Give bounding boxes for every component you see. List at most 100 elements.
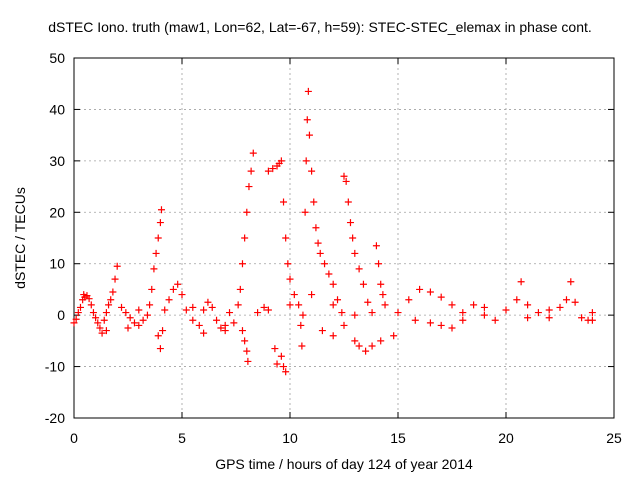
- data-point: [102, 309, 110, 317]
- data-point: [480, 303, 488, 311]
- x-tick-label: 0: [70, 430, 78, 446]
- data-point: [329, 332, 337, 340]
- data-point: [157, 206, 165, 214]
- data-point: [351, 337, 359, 345]
- data-point: [286, 301, 294, 309]
- data-point: [124, 324, 132, 332]
- data-point: [226, 309, 234, 317]
- data-point: [178, 291, 186, 299]
- data-point: [277, 352, 285, 360]
- data-point: [72, 315, 80, 323]
- axis-ticks: 0 5 10 15 20 25 -20 -10 0 10 20 30 40 50: [45, 50, 622, 446]
- data-point: [372, 242, 380, 250]
- data-point: [310, 198, 318, 206]
- data-point: [394, 309, 402, 317]
- data-point: [308, 291, 316, 299]
- data-point: [556, 303, 564, 311]
- data-point: [351, 311, 359, 319]
- data-point: [290, 291, 298, 299]
- data-point: [249, 149, 257, 157]
- data-point: [156, 219, 164, 227]
- data-point: [135, 321, 143, 329]
- data-point: [146, 301, 154, 309]
- data-point: [375, 260, 383, 268]
- data-point: [243, 347, 251, 355]
- data-point: [111, 275, 119, 283]
- data-point: [359, 280, 367, 288]
- data-point: [303, 116, 311, 124]
- data-point: [208, 303, 216, 311]
- data-point: [349, 234, 357, 242]
- data-point: [437, 293, 445, 301]
- data-point: [571, 298, 579, 306]
- data-point: [588, 316, 596, 324]
- data-point: [102, 327, 110, 335]
- data-point: [329, 280, 337, 288]
- data-point: [312, 224, 320, 232]
- x-tick-label: 20: [498, 430, 514, 446]
- x-axis-label: GPS time / hours of day 124 of year 2014: [215, 456, 473, 472]
- data-point: [254, 309, 262, 317]
- data-point: [362, 347, 370, 355]
- data-point: [277, 157, 285, 165]
- data-point: [308, 167, 316, 175]
- data-point: [524, 314, 532, 322]
- data-point: [318, 327, 326, 335]
- data-point: [381, 301, 389, 309]
- data-point: [346, 219, 354, 227]
- data-point: [204, 298, 212, 306]
- chart-title: dSTEC Iono. truth (maw1, Lon=62, Lat=-67…: [48, 19, 592, 35]
- data-point: [299, 311, 307, 319]
- data-point: [122, 309, 130, 317]
- data-point: [567, 278, 575, 286]
- data-point: [241, 337, 249, 345]
- data-point: [273, 360, 281, 368]
- data-point: [189, 303, 197, 311]
- y-tick-label: 30: [49, 153, 65, 169]
- data-point: [148, 285, 156, 293]
- data-point: [534, 309, 542, 317]
- data-point: [355, 342, 363, 350]
- data-point: [96, 324, 104, 332]
- y-tick-label: 0: [57, 307, 65, 323]
- x-tick-label: 15: [390, 430, 406, 446]
- x-tick-label: 25: [606, 430, 622, 446]
- data-point: [351, 249, 359, 257]
- data-point: [304, 87, 312, 95]
- data-point: [545, 314, 553, 322]
- data-point: [301, 208, 309, 216]
- data-point: [100, 316, 108, 324]
- data-point: [491, 316, 499, 324]
- data-point: [217, 324, 225, 332]
- data-point: [321, 260, 329, 268]
- data-point: [562, 296, 570, 304]
- data-point: [269, 165, 277, 173]
- data-point: [379, 291, 387, 299]
- data-point: [513, 296, 521, 304]
- data-point: [448, 301, 456, 309]
- data-point: [236, 285, 244, 293]
- data-point: [368, 342, 376, 350]
- data-point: [459, 316, 467, 324]
- data-point: [105, 301, 113, 309]
- data-point: [247, 167, 255, 175]
- data-point: [280, 363, 288, 371]
- data-point: [342, 177, 350, 185]
- data-point: [377, 280, 385, 288]
- data-point: [189, 316, 197, 324]
- data-point: [364, 298, 372, 306]
- data-point: [200, 306, 208, 314]
- data-point: [390, 332, 398, 340]
- data-point: [243, 208, 251, 216]
- data-point: [182, 306, 190, 314]
- data-point: [588, 309, 596, 317]
- data-point: [85, 295, 93, 303]
- data-point: [334, 296, 342, 304]
- data-point: [154, 234, 162, 242]
- data-point: [135, 306, 143, 314]
- data-point: [161, 306, 169, 314]
- data-points: [70, 87, 596, 376]
- y-tick-label: 40: [49, 101, 65, 117]
- data-point: [340, 172, 348, 180]
